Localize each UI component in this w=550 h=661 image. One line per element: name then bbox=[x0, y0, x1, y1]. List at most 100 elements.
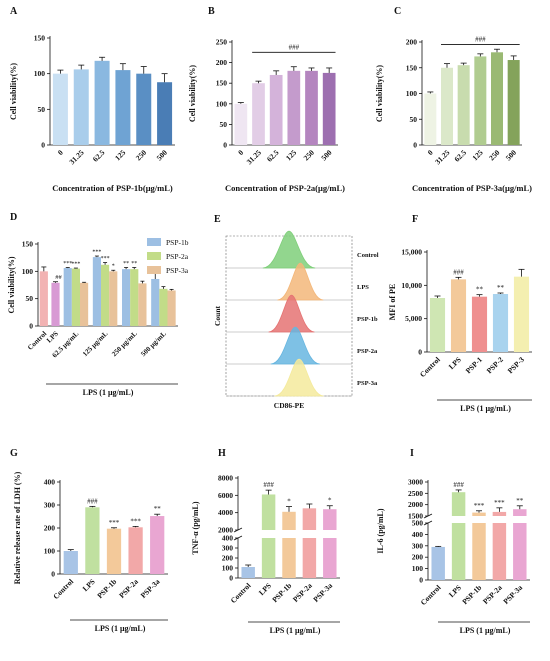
panel-d: D 0 50 100 150 Cell viability(%) Control ## LPS *… bbox=[7, 212, 189, 397]
significance-mark: * bbox=[328, 497, 332, 505]
y-tick-label: 300 bbox=[222, 544, 234, 553]
y-tick-label: 2000 bbox=[218, 526, 233, 535]
bar bbox=[322, 72, 336, 145]
panel-label: B bbox=[208, 6, 215, 17]
bar bbox=[269, 74, 283, 145]
y-tick-label: 100 bbox=[216, 99, 228, 108]
bar bbox=[491, 52, 503, 145]
x-tick-label: 250 μg/mL bbox=[110, 330, 139, 359]
y-tick-label: 8000 bbox=[218, 474, 233, 483]
x-tick-label: 500 μg/mL bbox=[139, 330, 168, 359]
panel-label: E bbox=[214, 214, 221, 225]
y-tick-label: 2500 bbox=[408, 489, 423, 498]
y-tick-label: 0 bbox=[413, 141, 417, 150]
y-tick-label: 200 bbox=[406, 38, 418, 47]
y-tick-label: 0 bbox=[223, 141, 227, 150]
x-tick-label: PSP-2a bbox=[481, 583, 504, 606]
significance-mark: ** bbox=[476, 286, 484, 294]
y-axis-label: Cell viability(%) bbox=[375, 65, 384, 122]
footer-label: LPS (1 μg/mL) bbox=[460, 626, 511, 635]
y-tick-label: 100 bbox=[34, 69, 46, 78]
footer-label: LPS (1 μg/mL) bbox=[270, 626, 321, 635]
y-axis-label: Cell viability(%) bbox=[188, 65, 197, 122]
y-tick-label: 50 bbox=[220, 120, 228, 129]
legend-label: PSP-2a bbox=[166, 252, 189, 261]
bar bbox=[109, 271, 118, 326]
x-tick-label: PSP-1 bbox=[464, 355, 484, 375]
y-axis-label: Relative release rate of LDH (%) bbox=[13, 471, 22, 584]
significance-mark: ** bbox=[123, 261, 129, 267]
y-tick-label: 150 bbox=[406, 63, 418, 72]
bar bbox=[431, 546, 445, 580]
y-tick-label: 2000 bbox=[408, 500, 423, 509]
x-tick-label: LPS bbox=[447, 583, 463, 599]
x-tick-label: PSP-1b bbox=[270, 581, 293, 604]
bar bbox=[474, 56, 487, 145]
bar bbox=[305, 70, 318, 145]
bar bbox=[52, 73, 68, 145]
bar bbox=[39, 271, 48, 326]
legend-label: PSP-1b bbox=[166, 238, 189, 247]
significance-mark: *** bbox=[494, 499, 505, 507]
row-label: LPS bbox=[357, 284, 369, 291]
y-axis-label: Count bbox=[213, 305, 222, 326]
y-tick-label: 1500 bbox=[408, 512, 423, 521]
row-label: PSP-3a bbox=[357, 380, 378, 387]
histogram-curve bbox=[268, 294, 315, 333]
bar bbox=[451, 523, 466, 580]
y-tick-label: 50 bbox=[38, 105, 46, 114]
bar bbox=[51, 282, 60, 326]
y-tick-label: 200 bbox=[222, 554, 234, 563]
panel-label: D bbox=[10, 212, 17, 223]
x-axis-label: Concentration of PSP-1b(μg/mL) bbox=[52, 183, 173, 193]
y-tick-label: 400 bbox=[222, 534, 234, 543]
y-tick-label: 250 bbox=[216, 38, 228, 47]
significance-mark: *** bbox=[71, 262, 80, 268]
x-tick-label: Control bbox=[26, 330, 48, 352]
panel-label: C bbox=[394, 6, 401, 17]
bar bbox=[323, 538, 337, 578]
bar bbox=[282, 538, 296, 578]
y-axis-label: IL-6 (pg/mL) bbox=[376, 508, 385, 553]
bar bbox=[71, 268, 80, 326]
histogram-curve bbox=[270, 326, 320, 365]
bar bbox=[424, 93, 437, 145]
histogram-curve bbox=[274, 358, 324, 397]
y-tick-label: 10,000 bbox=[401, 281, 422, 290]
significance-mark: *** bbox=[92, 250, 101, 256]
bar bbox=[128, 527, 143, 574]
row-label: PSP-1b bbox=[357, 316, 378, 323]
y-tick-label: 3000 bbox=[408, 478, 423, 487]
significance-mark: *** bbox=[63, 261, 72, 267]
x-axis-label: CD86-PE bbox=[274, 401, 304, 410]
y-tick-label: 6000 bbox=[218, 491, 233, 500]
y-axis-label: Cell viability(%) bbox=[9, 63, 18, 120]
x-tick-label: PSP-2a bbox=[117, 577, 140, 600]
bar bbox=[130, 269, 139, 326]
panel-label: A bbox=[10, 6, 18, 17]
y-tick-label: 400 bbox=[44, 478, 56, 487]
bar bbox=[472, 512, 486, 516]
x-tick-label: 62.5 bbox=[452, 148, 468, 164]
legend-swatch bbox=[147, 252, 161, 260]
bar bbox=[159, 288, 168, 326]
bar bbox=[513, 509, 527, 516]
x-tick-label: 125 bbox=[470, 148, 484, 162]
y-tick-label: 200 bbox=[412, 553, 424, 562]
y-tick-label: 100 bbox=[44, 547, 56, 556]
bar bbox=[151, 278, 160, 326]
y-tick-label: 500 bbox=[412, 519, 424, 528]
bar bbox=[457, 65, 470, 145]
panel-label: I bbox=[410, 448, 414, 459]
y-tick-label: 200 bbox=[216, 58, 228, 67]
y-tick-label: 150 bbox=[22, 240, 34, 249]
x-tick-label: Control bbox=[419, 583, 443, 607]
y-tick-label: 0 bbox=[29, 322, 33, 331]
row-label: Control bbox=[357, 252, 379, 259]
x-tick-label: 125 μg/mL bbox=[81, 330, 110, 359]
x-tick-label: 125 bbox=[284, 148, 298, 162]
significance-mark: ## bbox=[55, 274, 62, 281]
panel-label: G bbox=[10, 448, 18, 459]
bar bbox=[513, 523, 527, 580]
